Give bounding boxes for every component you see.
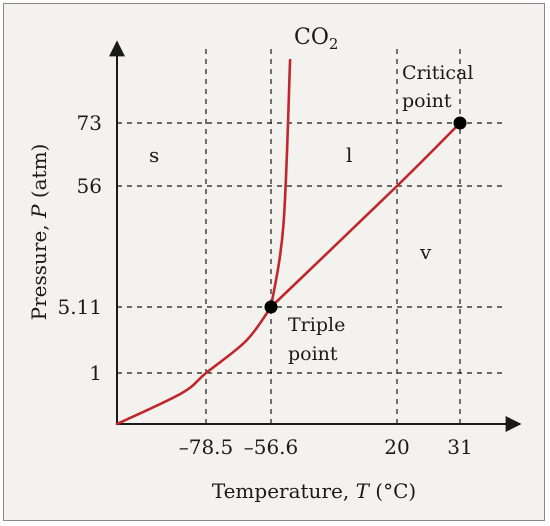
critical-point-label-1: Critical [402,62,473,84]
x-axis-title: Temperature, T (°C) [212,479,416,503]
vaporization-curve [269,121,462,309]
y-tick-label: 73 [77,111,102,135]
region-liquid-label: l [346,143,352,167]
region-vapor-label: v [419,240,432,264]
y-axis-title: Pressure, P (atm) [27,144,51,321]
critical-point-marker [453,116,467,130]
sublimation-curve [115,305,273,426]
y-tick-label: 1 [89,361,102,385]
phase-curves [115,58,462,426]
x-tick-label: –78.5 [179,435,234,459]
triple-point-label-1: Triple [288,314,345,336]
region-solid-label: s [149,143,159,167]
y-tick-label: 56 [77,174,102,198]
y-tick-label: 5.11 [57,295,102,319]
x-tick-label: 20 [384,435,409,459]
figure-frame [3,3,545,521]
x-tick-label: –56.6 [244,435,299,459]
x-tick-label: 31 [447,435,472,459]
critical-point-label-2: point [402,90,452,112]
grid [117,48,505,424]
triple-point-label-2: point [288,343,338,365]
melting-curve [269,58,292,309]
y-tick-labels: 73 56 5.11 1 [57,111,102,385]
substance-label: CO2 [294,25,338,53]
triple-point-marker [264,300,278,314]
special-points [264,116,467,314]
x-tick-labels: –78.5 –56.6 20 31 [179,435,473,459]
